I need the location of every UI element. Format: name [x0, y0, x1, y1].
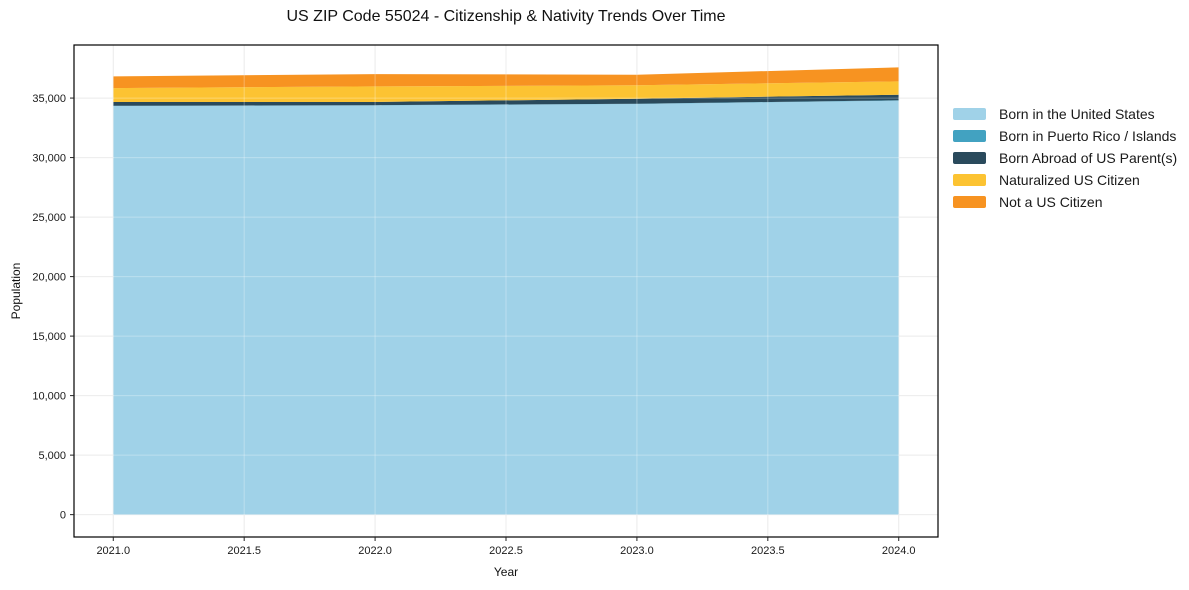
legend-item: Born Abroad of US Parent(s)	[953, 147, 1177, 169]
legend-swatch-not-a-us-citizen	[953, 196, 986, 208]
legend-label: Not a US Citizen	[999, 194, 1103, 210]
y-tick-label: 0	[60, 510, 66, 522]
legend-item: Naturalized US Citizen	[953, 169, 1177, 191]
legend-item: Born in the United States	[953, 103, 1177, 125]
y-tick-label: 25,000	[32, 212, 66, 224]
area-naturalized-us-citizen	[113, 81, 899, 102]
y-tick-label: 30,000	[32, 153, 66, 165]
legend: Born in the United States Born in Puerto …	[953, 103, 1177, 213]
y-tick-label: 10,000	[32, 391, 66, 403]
y-tick-label: 20,000	[32, 272, 66, 284]
x-tick-label: 2024.0	[882, 545, 916, 557]
area-born-abroad-of-us-parent-s	[113, 94, 899, 106]
legend-item: Not a US Citizen	[953, 191, 1177, 213]
area-not-a-us-citizen	[113, 67, 899, 89]
chart-title: US ZIP Code 55024 - Citizenship & Nativi…	[286, 8, 726, 25]
legend-label: Naturalized US Citizen	[999, 172, 1140, 188]
legend-label: Born in Puerto Rico / Islands	[999, 128, 1177, 144]
x-tick-label: 2021.5	[227, 545, 261, 557]
x-tick-label: 2023.0	[620, 545, 654, 557]
legend-swatch-naturalized-us-citizen	[953, 174, 986, 186]
x-tick-label: 2021.0	[96, 545, 130, 557]
legend-label: Born Abroad of US Parent(s)	[999, 150, 1178, 166]
x-tick-label: 2022.5	[489, 545, 523, 557]
legend-label: Born in the United States	[999, 106, 1155, 122]
y-tick-label: 5,000	[38, 450, 66, 462]
y-tick-label: 15,000	[32, 331, 66, 343]
x-tick-label: 2022.0	[358, 545, 392, 557]
x-axis-label: Year	[493, 565, 519, 579]
legend-swatch-born-in-the-united-states	[953, 108, 986, 120]
y-tick-label: 35,000	[32, 93, 66, 105]
area-born-in-the-united-states	[113, 100, 899, 515]
legend-swatch-born-abroad-of-us-parent-s	[953, 152, 986, 164]
legend-swatch-born-in-puerto-rico-islands	[953, 130, 986, 142]
x-tick-label: 2023.5	[751, 545, 785, 557]
legend-item: Born in Puerto Rico / Islands	[953, 125, 1177, 147]
